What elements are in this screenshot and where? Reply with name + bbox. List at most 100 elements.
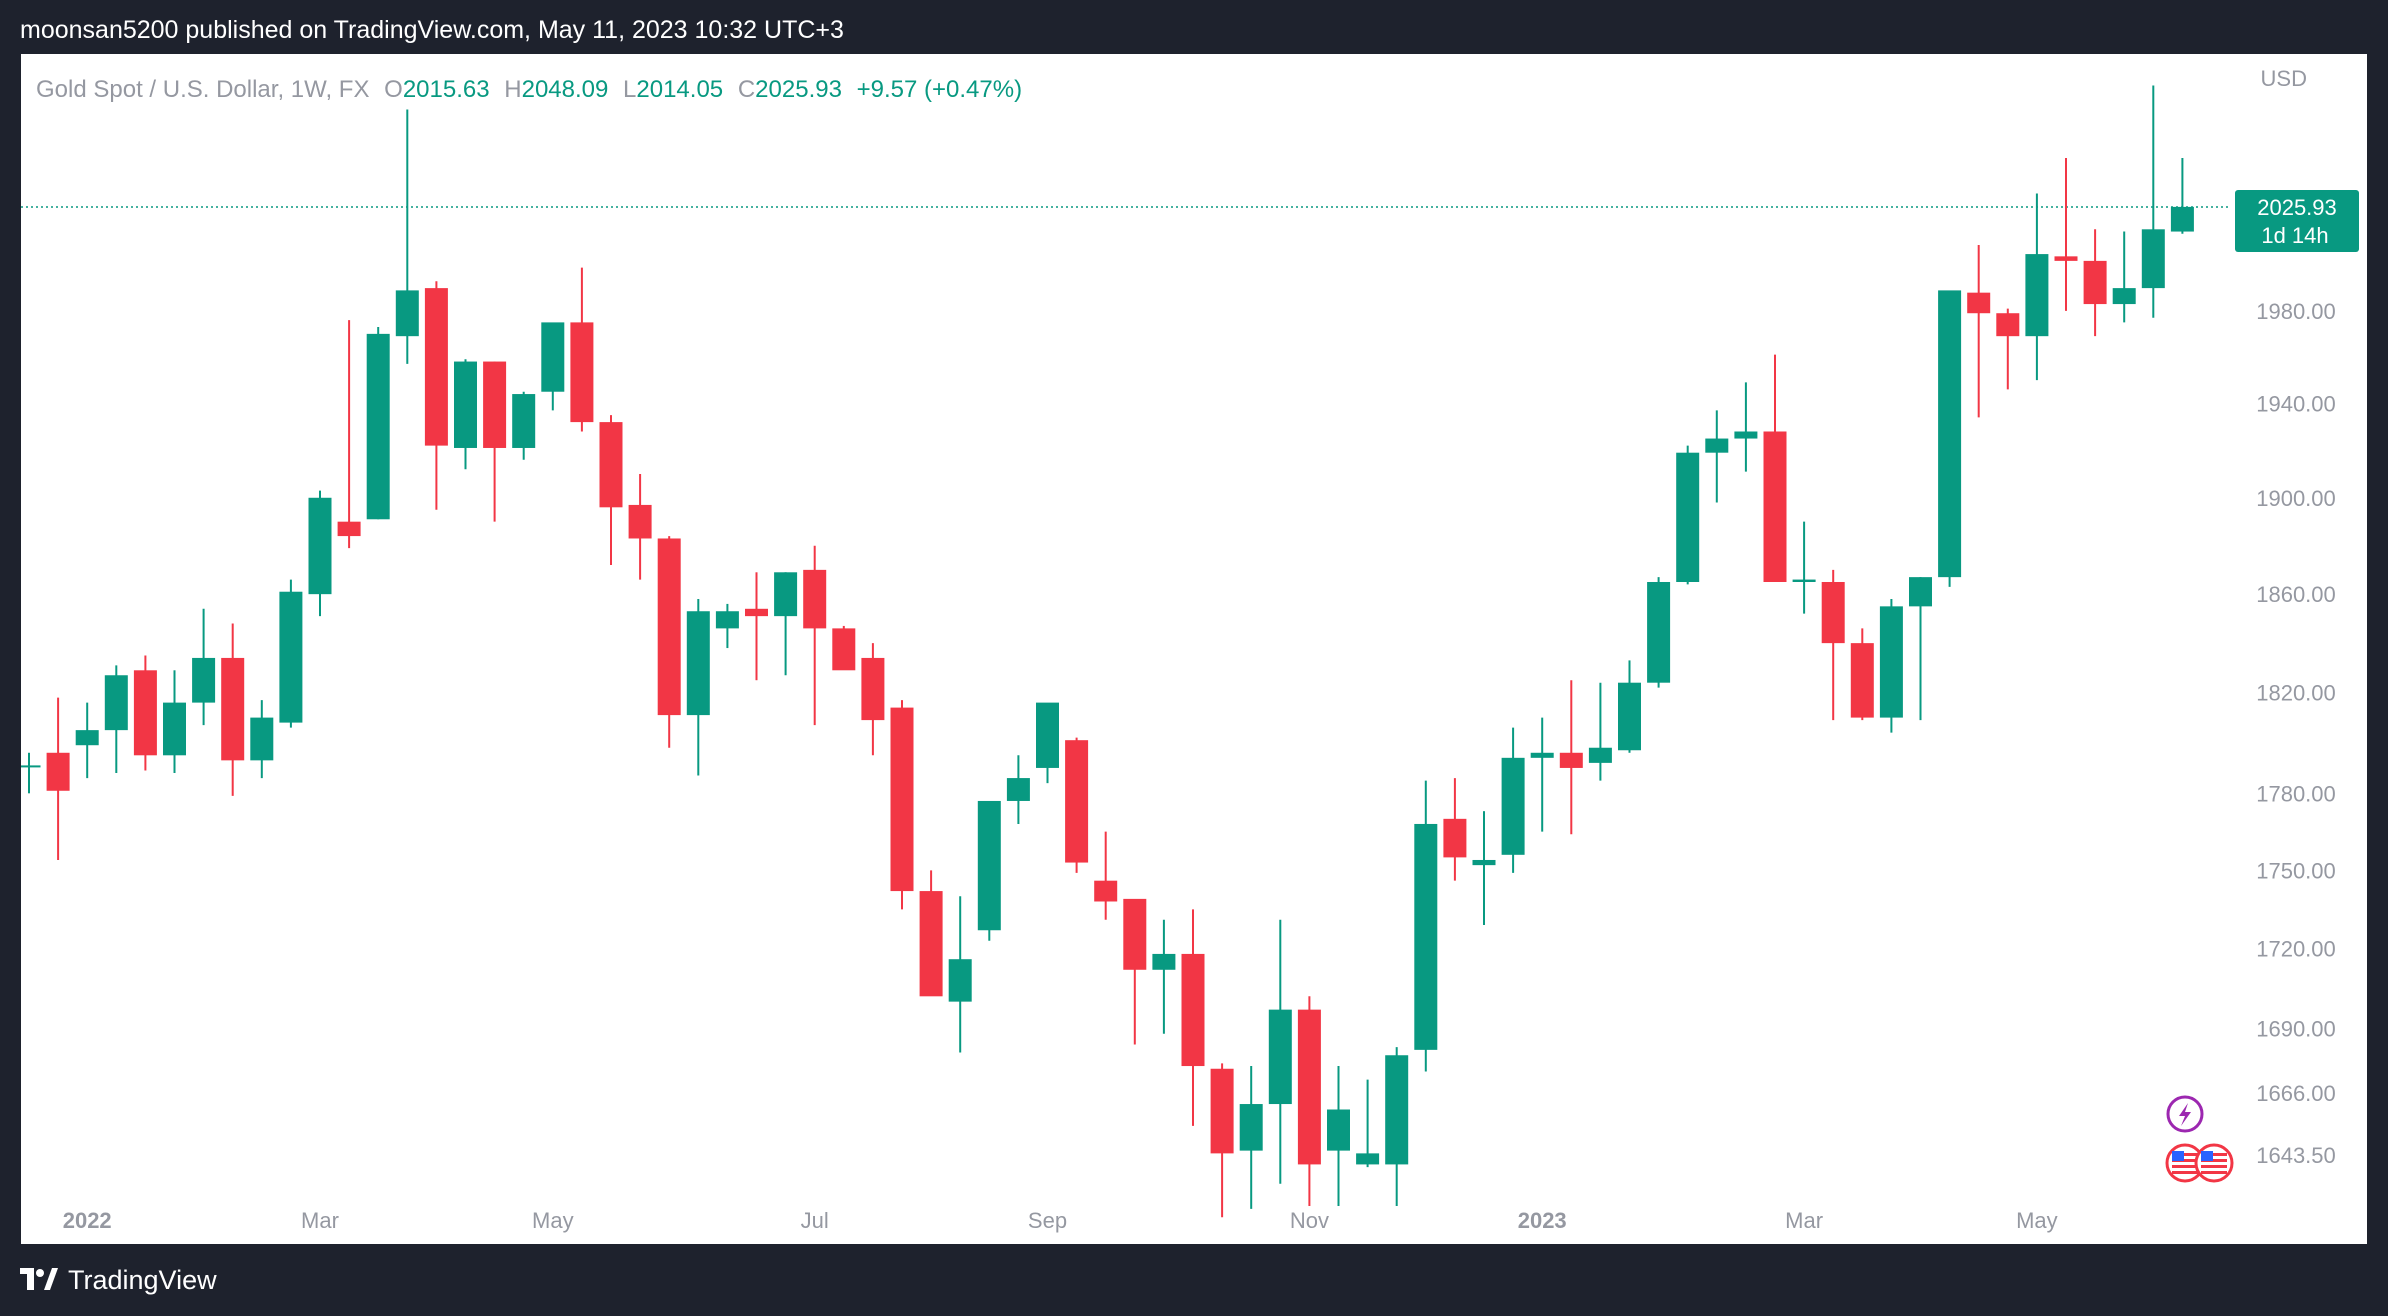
candle-body (337, 521, 361, 537)
candle-body (163, 702, 186, 756)
candle-body (1443, 818, 1467, 858)
candle-body (1821, 581, 1845, 644)
candles-group (21, 85, 2194, 1218)
low-value: 2014.05 (636, 76, 724, 103)
candle-body (133, 670, 157, 756)
candle-body (2112, 288, 2136, 305)
candle-body (2054, 256, 2078, 261)
candle-body (1297, 1009, 1321, 1165)
candle-body (1152, 953, 1176, 970)
candle-body (861, 657, 885, 721)
price-badge-value: 2025.93 (2257, 195, 2337, 220)
x-axis-tick-label: Mar (1785, 1208, 1823, 1233)
y-axis-tick-label: 1780.00 (2256, 781, 2336, 806)
candle-body (2025, 254, 2049, 337)
candle-body (1006, 778, 1030, 801)
x-axis-tick-label: Jul (801, 1208, 829, 1233)
candle-body (1996, 313, 2020, 337)
open-label: O (384, 76, 403, 103)
x-axis-tick-label: May (2016, 1208, 2058, 1233)
low-label: L (623, 76, 637, 103)
candle-body (1588, 747, 1612, 763)
candle-body (1763, 431, 1787, 582)
close-label: C (737, 76, 756, 103)
candle-body (21, 765, 41, 768)
open-value: 2015.63 (402, 76, 490, 103)
candle-body (1559, 752, 1583, 768)
y-axis-tick-label: 1900.00 (2256, 486, 2336, 511)
candle-body (1618, 682, 1641, 751)
us-flag-stripe (2172, 1159, 2198, 1162)
candle-body (104, 675, 128, 731)
us-flag-icon (2194, 1143, 2234, 1183)
candle-body (948, 959, 972, 1002)
candle-body (250, 717, 274, 761)
us-flag-canton (2172, 1151, 2184, 1161)
x-axis-tick-label: Mar (301, 1208, 339, 1233)
y-axis-tick-label: 1750.00 (2256, 858, 2336, 883)
us-flag-stripe (2172, 1165, 2198, 1168)
candle-body (1938, 290, 1962, 578)
candle-body (919, 891, 943, 997)
close-value: 2025.93 (755, 76, 842, 103)
candle-body (308, 497, 332, 595)
y-axis-tick-label: 1690.00 (2256, 1016, 2336, 1041)
candle-body (1356, 1153, 1380, 1165)
candle-body (1850, 643, 1874, 718)
us-flag-canton (2201, 1151, 2213, 1161)
us-flag-stripe (2201, 1159, 2227, 1162)
footer-brand[interactable]: TradingView (20, 1262, 217, 1298)
symbol-name: Gold Spot / U.S. Dollar, 1W, FX (36, 76, 370, 103)
candle-body (774, 572, 798, 617)
x-axis-tick-label: 2023 (1518, 1208, 1567, 1233)
x-axis-tick-label: Nov (1290, 1208, 1329, 1233)
candle-body (1036, 702, 1059, 768)
us-flag-stripe (2172, 1171, 2198, 1174)
candle-body (2083, 260, 2107, 305)
candle-body (599, 422, 623, 508)
candle-body (1909, 577, 1932, 607)
price-badge-group: 2025.93 1d 14h (2235, 190, 2359, 253)
candle-body (1530, 752, 1554, 758)
price-badge (2235, 190, 2359, 253)
event-icons-group (2165, 1095, 2234, 1183)
y-axis-tick-label: 1666.00 (2256, 1081, 2336, 1106)
candle-body (541, 322, 565, 392)
candle-body (366, 333, 390, 520)
candle-body (832, 628, 856, 671)
y-axis-tick-label: 1980.00 (2256, 299, 2336, 324)
candle-body (424, 288, 448, 446)
candle-body (686, 611, 710, 716)
y-axis-tick-label: 1820.00 (2256, 681, 2336, 706)
candle-body (46, 752, 70, 791)
candle-body (745, 608, 768, 617)
candle-body (1734, 431, 1758, 439)
y-axis-tick-label: 1720.00 (2256, 937, 2336, 962)
y-axis-tick-label: 1940.00 (2256, 391, 2336, 416)
candle-body (803, 569, 827, 629)
chart-panel[interactable]: 1980.00 1940.00 1900.00 1860.00 1820.00 1780.… (21, 54, 2367, 1244)
price-badge-countdown: 1d 14h (2261, 223, 2328, 248)
lightning-icon-bolt (2179, 1103, 2191, 1126)
us-flag-stripe (2201, 1171, 2227, 1174)
candle-body (192, 657, 216, 703)
candle-body (1210, 1068, 1234, 1154)
candle-body (890, 707, 914, 892)
candle-body (1268, 1009, 1292, 1105)
candle-body (1094, 880, 1118, 902)
publisher-header: moonsan5200 published on TradingView.com… (20, 16, 844, 44)
tradingview-logo-icon (20, 1268, 58, 1292)
candle-body (1123, 898, 1147, 970)
candle-body (395, 290, 419, 337)
candle-body (1792, 579, 1816, 582)
candle-body (977, 800, 1001, 931)
candle-body (454, 361, 477, 448)
change-value: +9.57 (+0.47%) (856, 76, 1023, 103)
candle-body (715, 611, 739, 629)
candle-body (1676, 452, 1700, 582)
candlestick-chart[interactable]: 1980.00 1940.00 1900.00 1860.00 1820.00 1780.… (21, 54, 2367, 1244)
candle-body (657, 538, 681, 716)
brand-name: TradingView (68, 1264, 217, 1295)
candle-body (1472, 859, 1496, 866)
us-flag-stripe (2172, 1153, 2198, 1156)
